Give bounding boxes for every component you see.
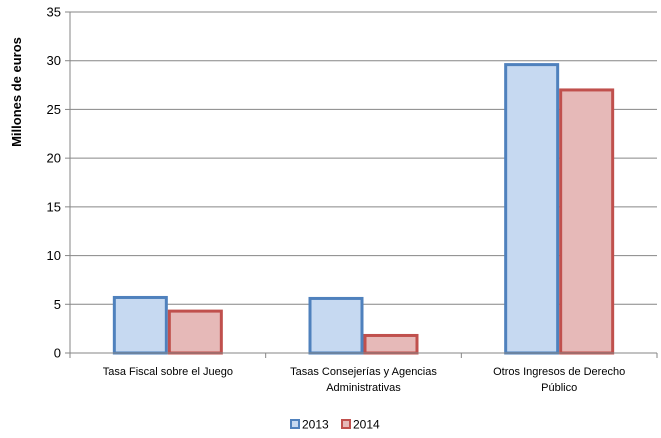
legend-swatch-2013 — [290, 419, 300, 429]
bar-2014 — [559, 88, 615, 355]
y-tick-label: 10 — [47, 248, 61, 263]
y-axis-label: Millones de euros — [9, 37, 24, 147]
y-tick-label: 25 — [47, 102, 61, 117]
legend-label: 2014 — [353, 418, 380, 432]
y-tick-label: 15 — [47, 199, 61, 214]
category-label: Otros Ingresos de Derecho Público — [493, 366, 625, 394]
y-tick-label: 35 — [47, 5, 61, 20]
legend: 2013 2014 — [290, 418, 380, 432]
bar-2013 — [504, 63, 560, 355]
x-axis-categories: Tasa Fiscal sobre el Juego Tasas Consejer… — [103, 366, 625, 394]
y-tick-label: 30 — [47, 53, 61, 68]
y-tick-label: 5 — [54, 297, 61, 312]
y-tick-label: 20 — [47, 151, 61, 166]
legend-label: 2013 — [302, 418, 329, 432]
bar-2014 — [167, 309, 223, 355]
category-label: Tasa Fiscal sobre el Juego — [103, 366, 233, 378]
bar-2013 — [112, 295, 168, 355]
y-tick-label: 0 — [54, 346, 61, 361]
bars — [112, 63, 615, 355]
gridlines — [70, 11, 657, 305]
category-label: Tasas Consejerías y Agencias Administrati… — [290, 366, 437, 394]
bar-2013 — [308, 296, 364, 355]
bar-2014 — [363, 333, 419, 355]
y-axis-ticks: 0 5 10 15 20 25 30 35 — [47, 5, 70, 361]
x-axis — [69, 12, 658, 358]
legend-swatch-2014 — [341, 419, 351, 429]
